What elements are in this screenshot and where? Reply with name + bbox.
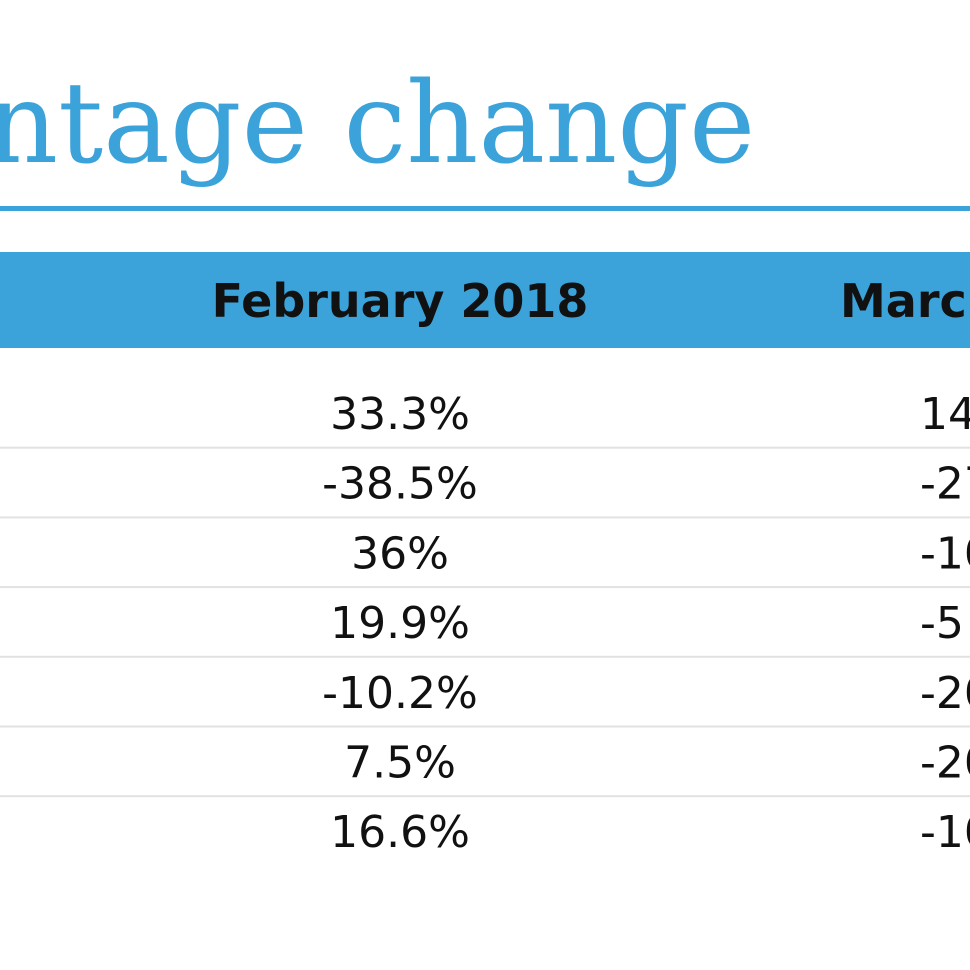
column-header: Marc xyxy=(840,274,967,328)
cell: -10 xyxy=(920,528,970,579)
cell: 14 xyxy=(920,389,970,440)
title-rule xyxy=(0,206,970,211)
cell: -20 xyxy=(920,738,970,789)
cell: 19.9% xyxy=(330,598,470,649)
row-separator xyxy=(0,725,970,728)
cell: -10.2% xyxy=(322,668,478,719)
cell: 16.6% xyxy=(330,807,470,858)
row-separator xyxy=(0,586,970,589)
cell: 33.3% xyxy=(330,389,470,440)
cell: -38.5% xyxy=(322,459,478,510)
cell: -5 xyxy=(920,598,964,649)
column-header: February 2018 xyxy=(212,274,589,328)
cell: -20 xyxy=(920,668,970,719)
title: ntage change xyxy=(0,59,755,189)
row-separator xyxy=(0,446,970,449)
header-band xyxy=(0,252,970,348)
cell: -10 xyxy=(920,807,970,858)
row-separator xyxy=(0,516,970,519)
cell: 36% xyxy=(351,528,449,579)
row-separator xyxy=(0,655,970,658)
row-separator xyxy=(0,795,970,798)
cell: -27 xyxy=(920,459,970,510)
cell: 7.5% xyxy=(344,738,456,789)
